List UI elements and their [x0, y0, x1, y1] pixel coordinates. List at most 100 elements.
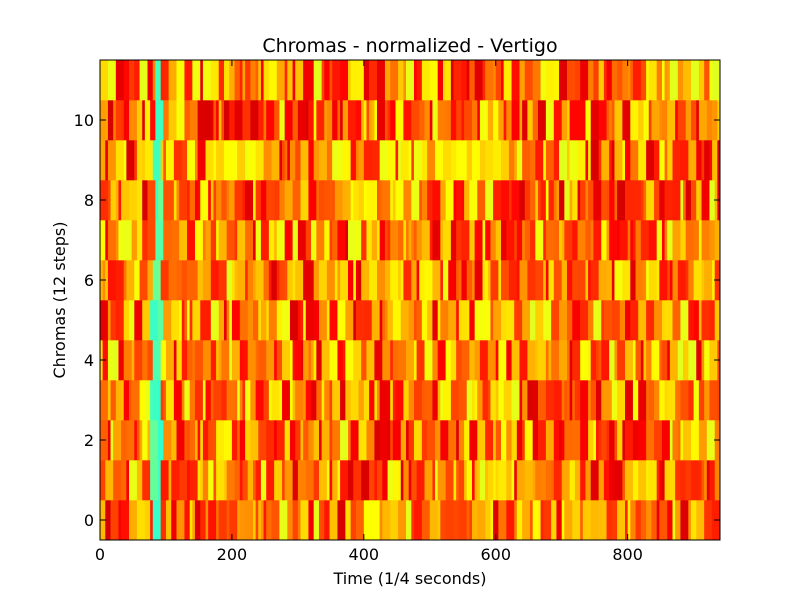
heatmap-cell [432, 300, 439, 341]
heatmap-cell [324, 100, 328, 141]
heatmap-cell [630, 260, 636, 301]
heatmap-cell [400, 140, 410, 181]
heatmap-cell [638, 460, 647, 501]
heatmap-cell [152, 140, 162, 181]
heatmap-cell [511, 100, 520, 141]
heatmap-cell [218, 500, 228, 541]
heatmap-cell [580, 500, 584, 541]
heatmap-cell [508, 260, 518, 301]
heatmap-cell [390, 420, 394, 461]
heatmap-cell [231, 300, 241, 341]
heatmap-cell [253, 460, 257, 501]
heatmap-cell [200, 180, 209, 221]
heatmap-cell [572, 340, 581, 381]
heatmap-cell [168, 100, 177, 141]
heatmap-cell [316, 100, 325, 141]
heatmap-cell [701, 260, 705, 301]
heatmap-cell [680, 300, 689, 341]
heatmap-cell [142, 180, 148, 221]
heatmap-cell [498, 380, 505, 421]
heatmap-cell [432, 460, 436, 501]
heatmap-cell [638, 420, 647, 461]
heatmap-cell [197, 180, 201, 221]
heatmap-cell [337, 100, 341, 141]
heatmap-cell [189, 180, 196, 221]
heatmap-cell [548, 340, 552, 381]
heatmap-cell [598, 260, 607, 301]
heatmap-cell [432, 260, 441, 301]
heatmap-cell [348, 260, 354, 301]
heatmap-cell [566, 340, 571, 381]
heatmap-cell [255, 60, 259, 101]
heatmap-cell [136, 500, 146, 541]
heatmap-cell [192, 500, 196, 541]
heatmap-cell [519, 60, 526, 101]
heatmap-cell [424, 380, 433, 421]
heatmap-cell [461, 340, 470, 381]
heatmap-cell [197, 460, 201, 501]
heatmap-cell [345, 380, 352, 421]
heatmap-cell [511, 340, 520, 381]
heatmap-cell [421, 420, 428, 461]
heatmap-cell [537, 340, 547, 381]
heatmap-cell [245, 180, 254, 221]
heatmap-cell [572, 380, 576, 421]
heatmap-cell [479, 460, 486, 501]
heatmap-cell [279, 380, 283, 421]
heatmap-cell [194, 500, 201, 541]
heatmap-cell [598, 340, 602, 381]
heatmap-cell [129, 460, 138, 501]
heatmap-cell [450, 60, 454, 101]
heatmap-cell [630, 220, 634, 261]
heatmap-cell [646, 260, 650, 301]
heatmap-cell [107, 380, 111, 421]
heatmap-cell [593, 420, 597, 461]
heatmap-cell [564, 380, 568, 421]
heatmap-cell [115, 100, 122, 141]
heatmap-cell [403, 380, 410, 421]
heatmap-cell [553, 460, 563, 501]
heatmap-cell [348, 60, 352, 101]
heatmap-cell [239, 500, 246, 541]
heatmap-cell [627, 500, 631, 541]
heatmap-cell [324, 60, 330, 101]
heatmap-cell [258, 500, 262, 541]
heatmap-cell [516, 140, 523, 181]
heatmap-cell [147, 260, 154, 301]
heatmap-cell [664, 60, 668, 101]
heatmap-cell [656, 460, 660, 501]
heatmap-cell [667, 260, 671, 301]
heatmap-cell [382, 340, 391, 381]
heatmap-cell [598, 60, 605, 101]
heatmap-cell [646, 460, 650, 501]
heatmap-cell [210, 100, 214, 141]
heatmap-cell [142, 460, 151, 501]
heatmap-cell [588, 180, 594, 221]
heatmap-cell [625, 340, 634, 381]
heatmap-cell [318, 420, 323, 461]
heatmap-cell [239, 380, 243, 421]
heatmap-cell [585, 260, 589, 301]
heatmap-cell [548, 180, 555, 221]
heatmap-cell [661, 420, 671, 461]
heatmap-cell [131, 380, 140, 421]
heatmap-cell [274, 460, 283, 501]
heatmap-cell [661, 60, 665, 101]
heatmap-cell [461, 260, 468, 301]
heatmap-cell [350, 500, 357, 541]
heatmap-cell [458, 380, 468, 421]
heatmap-cell [495, 380, 499, 421]
heatmap-cell [260, 180, 267, 221]
y-tick-label: 4 [84, 351, 94, 370]
heatmap-cell [276, 300, 283, 341]
heatmap-cell [392, 180, 396, 221]
heatmap-cell [179, 180, 188, 221]
heatmap-cell [160, 140, 164, 181]
heatmap-cell [300, 340, 304, 381]
heatmap-cell [208, 180, 212, 221]
heatmap-cell [115, 260, 125, 301]
heatmap-cell [501, 180, 510, 221]
heatmap-cell [677, 340, 684, 381]
heatmap-cell [158, 460, 162, 501]
heatmap-cell [242, 340, 249, 381]
